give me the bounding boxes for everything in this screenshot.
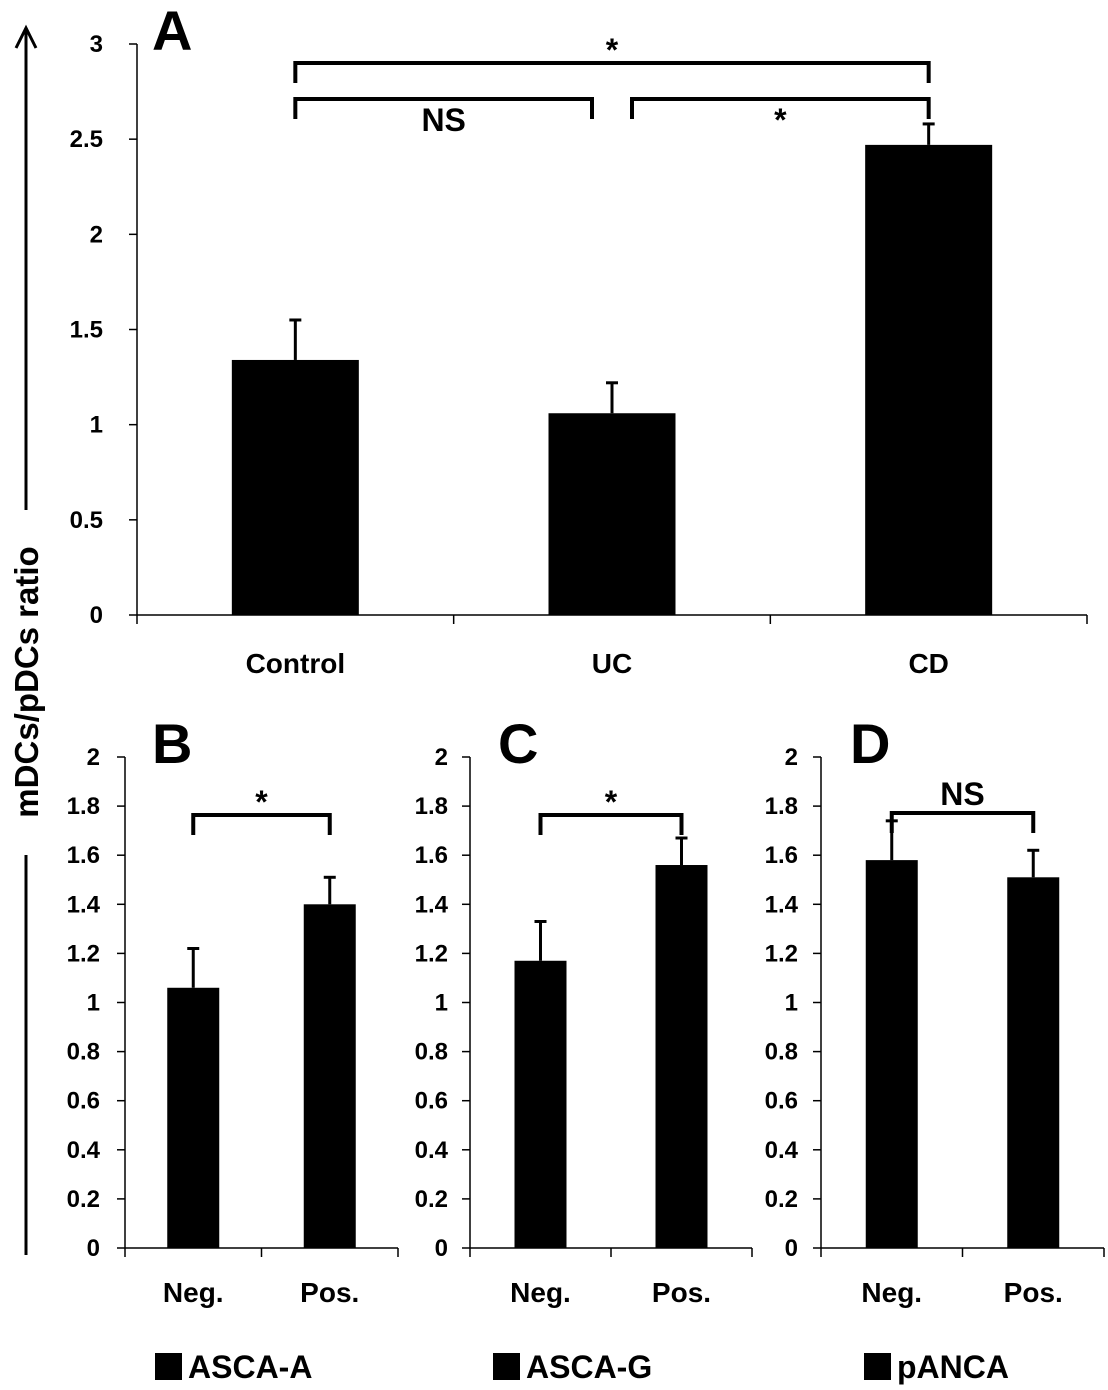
panel-b-significance-label-0: * [255, 784, 268, 820]
panel-d-y-tick-label: 0 [785, 1235, 798, 1262]
panel-a-category-label-0: Control [246, 648, 346, 679]
panel-a-y-tick-label: 1.5 [70, 317, 103, 344]
panel-c-y-tick-label: 0.4 [415, 1137, 449, 1164]
chart-panel-a: 0 0.5 1 1.5 2 2.5 3 Control UC CD NS * * [70, 31, 1088, 679]
panel-c-category-label-1: Pos. [652, 1277, 711, 1308]
chart-panel-b: 0 0.2 0.4 0.6 0.8 1 1.2 1.4 1.6 1.8 2 Neg. Pos. * [67, 744, 399, 1308]
panel-a-category-label-1: UC [592, 648, 632, 679]
panel-b-y-tick-label: 0 [87, 1235, 100, 1262]
panel-a-y-tick-label: 3 [90, 31, 103, 58]
panel-c-significance-label-0: * [605, 784, 618, 820]
panel-d-y-tick-label: 1.8 [765, 793, 798, 820]
legend-label-asca-a: ASCA-A [188, 1349, 312, 1385]
panel-b-category-label-1: Pos. [300, 1277, 359, 1308]
panel-b-y-tick-label: 1.2 [67, 940, 100, 967]
panel-d-y-tick-label: 1.2 [765, 940, 798, 967]
panel-c-y-tick-label: 0 [435, 1235, 448, 1262]
panel-letter-a: A [152, 0, 192, 62]
panel-b-y-tick-label: 0.6 [67, 1088, 100, 1115]
panel-b-y-tick-label: 1.8 [67, 793, 100, 820]
panel-a-bar-0 [231, 359, 359, 615]
legend-label-asca-g: ASCA-G [526, 1349, 652, 1385]
panel-b-y-tick-label: 0.2 [67, 1186, 100, 1213]
panel-d-significance-bracket-0 [889, 811, 1036, 833]
panel-a-y-tick-label: 1 [90, 412, 103, 439]
panel-a-bar-1 [548, 413, 676, 615]
legend: ASCA-A ASCA-G pANCA [155, 1349, 1009, 1385]
panel-d-y-tick-label: 0.6 [765, 1088, 798, 1115]
panel-a-y-tick-label: 2.5 [70, 126, 103, 153]
panel-c-y-tick-label: 0.6 [415, 1088, 448, 1115]
panel-d-y-tick-label: 0.4 [765, 1137, 799, 1164]
panel-d-y-tick-label: 2 [785, 744, 798, 771]
chart-panel-c: 0 0.2 0.4 0.6 0.8 1 1.2 1.4 1.6 1.8 2 Neg. Pos. * [415, 744, 753, 1308]
legend-swatch-panca [864, 1353, 891, 1380]
panel-c-significance-bracket-0 [538, 813, 684, 835]
panel-a-significance-label-0: NS [421, 102, 465, 138]
panel-b-y-tick-label: 0.8 [67, 1039, 100, 1066]
panel-a-bar-2 [865, 144, 993, 616]
chart-panel-d: 0 0.2 0.4 0.6 0.8 1 1.2 1.4 1.6 1.8 2 Neg. Pos. NS [765, 744, 1105, 1308]
panel-c-y-tick-label: 0.2 [415, 1186, 448, 1213]
panel-b-y-tick-label: 2 [87, 744, 100, 771]
panel-c-bar-1 [655, 865, 708, 1248]
panel-letter-c: C [498, 712, 538, 775]
panel-c-y-tick-label: 1.6 [415, 842, 448, 869]
panel-d-category-label-1: Pos. [1004, 1277, 1063, 1308]
panel-c-y-tick-label: 2 [435, 744, 448, 771]
panel-d-y-tick-label: 1.4 [765, 891, 799, 918]
y-axis-title-group: mDCs/pDCs ratio [8, 24, 45, 1255]
panel-letter-b: B [152, 712, 192, 775]
panel-letter-d: D [850, 712, 890, 775]
panel-c-bar-0 [514, 960, 567, 1248]
legend-swatch-asca-a [155, 1353, 182, 1380]
panel-c-y-tick-label: 1.2 [415, 940, 448, 967]
panel-d-category-label-0: Neg. [861, 1277, 922, 1308]
panel-a-y-tick-label: 0 [90, 602, 103, 629]
y-axis-arrowhead [14, 24, 38, 49]
panel-c-y-tick-label: 0.8 [415, 1039, 448, 1066]
panel-d-y-tick-label: 1 [785, 990, 798, 1017]
panel-a-significance-label-1: * [774, 102, 787, 138]
panel-a-significance-label-2: * [606, 32, 619, 68]
panel-a-y-tick-label: 0.5 [70, 507, 103, 534]
panel-c-category-label-0: Neg. [510, 1277, 571, 1308]
panel-b-y-tick-label: 1 [87, 990, 100, 1017]
panel-c-y-tick-label: 1.4 [415, 891, 449, 918]
panel-a-significance-bracket-2 [293, 61, 931, 83]
legend-label-panca: pANCA [897, 1349, 1009, 1385]
panel-b-y-tick-label: 1.4 [67, 891, 101, 918]
panel-d-significance-label-0: NS [940, 776, 984, 812]
panel-b-bar-0 [167, 987, 220, 1248]
panel-a-significance-bracket-1 [630, 97, 931, 119]
y-axis-title: mDCs/pDCs ratio [8, 546, 45, 817]
legend-swatch-asca-g [493, 1353, 520, 1380]
panel-b-significance-bracket-0 [191, 813, 332, 835]
panel-a-category-label-2: CD [908, 648, 948, 679]
panel-c-y-tick-label: 1.8 [415, 793, 448, 820]
panel-b-y-tick-label: 0.4 [67, 1137, 101, 1164]
panel-b-category-label-0: Neg. [163, 1277, 224, 1308]
panel-b-y-tick-label: 1.6 [67, 842, 100, 869]
panel-d-bar-1 [1007, 877, 1060, 1248]
panel-a-significance-bracket-0 [293, 97, 594, 119]
panel-d-y-tick-label: 1.6 [765, 842, 798, 869]
panel-d-y-tick-label: 0.8 [765, 1039, 798, 1066]
panel-c-y-tick-label: 1 [435, 990, 448, 1017]
panel-a-y-tick-label: 2 [90, 221, 103, 248]
panel-d-y-tick-label: 0.2 [765, 1186, 798, 1213]
panel-d-bar-0 [865, 860, 918, 1248]
panel-b-bar-1 [303, 904, 356, 1248]
